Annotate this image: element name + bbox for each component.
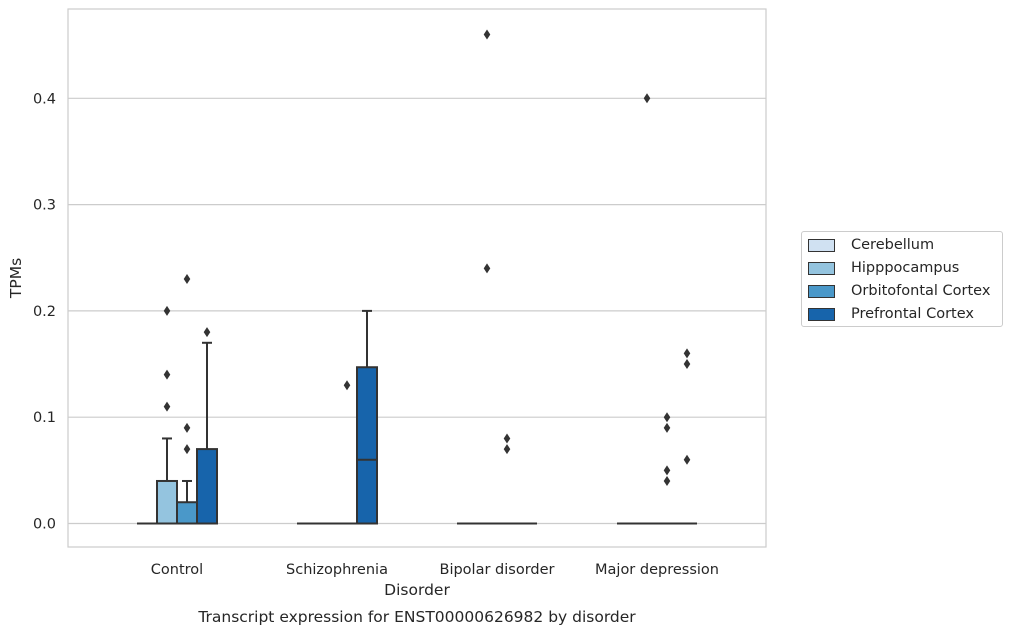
legend-swatch	[808, 261, 835, 275]
y-tick-label: 0.3	[33, 198, 56, 214]
legend-item: Prefrontal Cortex	[808, 305, 974, 323]
y-tick-label: 0.4	[33, 91, 56, 107]
outlier-point	[203, 327, 211, 338]
outlier-point	[683, 454, 691, 465]
y-axis-label: TPMs	[7, 258, 25, 299]
box-element	[196, 327, 218, 525]
legend-item: Cerebellum	[808, 236, 934, 254]
x-tick-label: Major depression	[595, 562, 719, 578]
outlier-point	[683, 348, 691, 359]
box	[196, 448, 218, 525]
legend-label: Prefrontal Cortex	[851, 306, 974, 322]
box-element	[677, 348, 697, 525]
legend-swatch	[808, 284, 835, 298]
x-tick-label: Control	[151, 562, 203, 578]
box-element	[497, 433, 517, 525]
legend-swatch	[808, 307, 835, 321]
box-element	[657, 412, 677, 525]
y-tick-label: 0.2	[33, 304, 56, 320]
outlier-point	[663, 465, 671, 476]
outlier-point	[343, 380, 351, 391]
x-tick-label: Schizophrenia	[286, 562, 388, 578]
legend-item: Hipppocampus	[808, 259, 959, 277]
plot-frame	[67, 8, 767, 548]
outlier-point	[663, 422, 671, 433]
box	[176, 501, 198, 525]
y-ticks: 0.0 0.1 0.2 0.3 0.4	[33, 91, 56, 532]
outlier-point	[683, 359, 691, 370]
outlier-point	[503, 444, 511, 455]
outlier-point	[183, 422, 191, 433]
box-element	[477, 29, 497, 525]
legend-label: Cerebellum	[851, 237, 935, 253]
grid-lines	[68, 97, 766, 525]
outlier-point	[183, 274, 191, 285]
outlier-point	[163, 401, 171, 412]
box	[356, 366, 378, 525]
x-tick-label: Bipolar disorder	[440, 562, 555, 578]
legend: Cerebellum Hipppocampus Orbitofontal Corte…	[801, 231, 1003, 327]
outlier-point	[663, 412, 671, 423]
legend-item: Orbitofontal Cortex	[808, 282, 990, 300]
x-axis-label: Disorder	[384, 581, 450, 599]
legend-label: Hipppocampus	[851, 260, 960, 276]
box-element	[356, 309, 378, 525]
outlier-point	[643, 93, 651, 104]
outlier-point	[183, 444, 191, 455]
chart-title: Transcript expression for ENST0000062698…	[197, 608, 636, 626]
box-element	[176, 274, 198, 525]
boxes	[137, 29, 697, 525]
box	[156, 479, 178, 525]
outlier-point	[483, 263, 491, 274]
outlier-point	[663, 475, 671, 486]
outlier-point	[483, 29, 491, 40]
y-tick-label: 0.1	[33, 410, 56, 426]
legend-label: Orbitofontal Cortex	[851, 283, 991, 299]
outlier-point	[503, 433, 511, 444]
outlier-point	[163, 369, 171, 380]
box-element	[637, 93, 657, 525]
y-tick-label: 0.0	[33, 517, 56, 533]
box-element	[156, 305, 178, 525]
outlier-point	[163, 305, 171, 316]
box-element	[337, 380, 357, 525]
x-ticks: Control Schizophrenia Bipolar disorder Majo…	[151, 562, 719, 578]
legend-swatch	[808, 238, 835, 252]
